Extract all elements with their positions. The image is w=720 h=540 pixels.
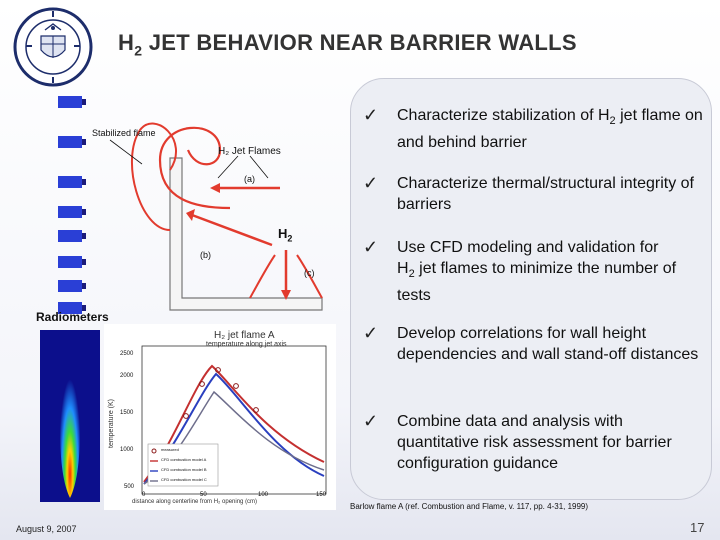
stabilized-flame-label: Stabilized flame xyxy=(92,128,156,138)
bullet-text: Characterize stabilization of H2 jet fla… xyxy=(397,107,703,152)
h2-jet-label: H2 xyxy=(278,226,293,244)
bullet-text: Combine data and analysis with quantitat… xyxy=(397,413,672,472)
ytick: 1000 xyxy=(120,447,134,453)
radiometer-icon xyxy=(58,230,86,242)
xtick: 0 xyxy=(142,492,146,498)
radiometer-icon xyxy=(58,176,86,188)
plot-ylabel: temperature (K) xyxy=(108,398,115,448)
doe-seal-logo xyxy=(12,6,94,88)
xtick: 150 xyxy=(316,492,327,498)
page-number: 17 xyxy=(690,520,705,535)
label-b: (b) xyxy=(200,250,211,260)
plot-xlabel: distance along centerline from H₂ openin… xyxy=(132,499,258,505)
jet-flames-label: H₂ Jet Flames xyxy=(218,146,281,157)
legend-entry: CFD combustion model A xyxy=(161,457,207,462)
radiometers-label: Radiometers xyxy=(36,310,109,324)
check-icon: ✓ xyxy=(363,237,379,257)
check-icon: ✓ xyxy=(363,323,379,343)
radiometer-icon xyxy=(58,96,86,108)
barrier-diagram xyxy=(100,80,350,320)
bullet-text: Develop correlations for wall height dep… xyxy=(397,325,699,363)
bullet-text: Use CFD modeling and validation for H2 j… xyxy=(397,239,677,305)
footer-date: August 9, 2007 xyxy=(16,524,77,534)
objectives-panel: ✓ Characterize stabilization of H2 jet f… xyxy=(350,78,712,500)
radiometer-icon xyxy=(58,280,86,292)
legend-entry: CFD combustion model C xyxy=(161,477,207,482)
flame-simulation-image xyxy=(40,330,100,502)
page-title: H2 JET BEHAVIOR NEAR BARRIER WALLS xyxy=(118,30,577,59)
label-a: (a) xyxy=(244,174,255,184)
ytick: 2000 xyxy=(120,373,134,379)
label-c: (c) xyxy=(304,268,315,278)
check-icon: ✓ xyxy=(363,411,379,431)
check-icon: ✓ xyxy=(363,105,379,125)
xtick: 50 xyxy=(200,492,207,498)
radiometer-icon xyxy=(58,136,86,148)
radiometer-icon xyxy=(58,206,86,218)
legend-entry: CFD combustion model B xyxy=(161,467,207,472)
xtick: 100 xyxy=(258,492,269,498)
plot-title: H₂ jet flame A xyxy=(214,330,275,341)
ytick: 500 xyxy=(124,484,135,490)
radiometer-icon xyxy=(58,256,86,268)
ytick: 2500 xyxy=(120,351,134,357)
check-icon: ✓ xyxy=(363,173,379,193)
figure-caption: Barlow flame A (ref. Combustion and Flam… xyxy=(350,502,589,511)
temperature-plot xyxy=(104,324,336,510)
radiometer-icon xyxy=(58,302,86,314)
plot-subtitle: temperature along jet axis xyxy=(206,341,287,348)
bullet-text: Characterize thermal/structural integrit… xyxy=(397,175,694,213)
legend-entry: measured xyxy=(161,447,179,452)
ytick: 1500 xyxy=(120,410,134,416)
